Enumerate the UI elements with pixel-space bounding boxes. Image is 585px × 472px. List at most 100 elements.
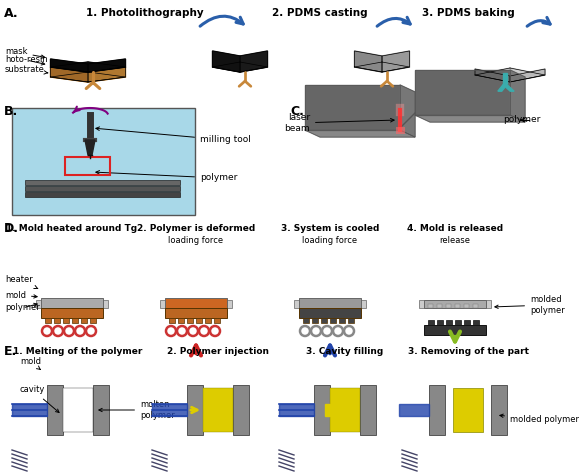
Polygon shape [415,115,525,122]
Bar [419,300,491,308]
Bar [321,318,327,323]
Bar [312,318,318,323]
Bar [491,385,507,435]
Polygon shape [475,69,510,82]
Bar [424,300,486,308]
Text: 2. Polymer is deformed: 2. Polymer is deformed [137,224,255,233]
Polygon shape [475,68,545,82]
Bar [453,388,483,432]
Polygon shape [510,70,525,122]
Bar [424,325,486,335]
Bar [348,318,354,323]
Text: loading force: loading force [302,236,357,245]
Bar [455,320,461,325]
Bar [294,300,366,308]
Bar [314,385,330,435]
Bar [81,318,87,323]
Text: hoto-resin: hoto-resin [5,56,48,65]
Polygon shape [399,404,429,416]
Bar [330,318,336,323]
Text: 3. PDMS baking: 3. PDMS baking [422,8,514,18]
Text: 1. Melting of the polymer: 1. Melting of the polymer [13,347,143,356]
Text: polymer: polymer [5,303,40,312]
Polygon shape [503,73,507,84]
Polygon shape [415,70,510,115]
Polygon shape [355,62,410,72]
Text: 1. Photolithography: 1. Photolithography [86,8,204,18]
Bar [25,186,180,191]
Bar [299,308,361,318]
Bar [72,318,78,323]
Bar [93,385,109,435]
Polygon shape [279,404,314,416]
Polygon shape [382,51,409,72]
Polygon shape [12,404,47,416]
Text: mold: mold [20,357,41,370]
Polygon shape [305,85,400,130]
Polygon shape [88,59,126,72]
Bar [12,108,195,215]
Bar [464,320,470,325]
Bar [54,318,60,323]
Text: A.: A. [4,7,19,20]
Bar [428,320,434,325]
Bar [160,300,232,308]
Text: 3. Cavity filling: 3. Cavity filling [307,347,384,356]
Bar [165,308,227,318]
Bar [233,385,249,435]
Bar [464,304,469,308]
Polygon shape [325,404,330,416]
Bar [165,298,227,308]
Bar [90,318,96,323]
Polygon shape [212,62,267,72]
Text: 1. Mold heated around Tg: 1. Mold heated around Tg [6,224,137,233]
Bar [299,298,361,308]
Text: 4. Mold is released: 4. Mold is released [407,224,503,233]
Text: 2. Polymer injection: 2. Polymer injection [167,347,269,356]
Polygon shape [355,51,382,72]
Text: substrate: substrate [5,66,48,75]
Text: mold: mold [5,290,37,300]
Bar [303,318,309,323]
Bar [437,320,443,325]
Text: 3. System is cooled: 3. System is cooled [281,224,379,233]
Text: molded polymer: molded polymer [500,414,579,424]
Bar [203,388,233,432]
Bar [437,304,442,308]
Bar [446,320,452,325]
Bar [47,385,63,435]
Bar [473,304,478,308]
Polygon shape [400,85,415,137]
Text: 3. Removing of the part: 3. Removing of the part [408,347,528,356]
Bar [455,304,460,308]
Polygon shape [510,69,545,82]
Bar [429,385,445,435]
Polygon shape [498,84,507,91]
Text: loading force: loading force [168,236,223,245]
Text: molded
polymer: molded polymer [495,295,565,315]
Text: laser
beam: laser beam [284,113,394,133]
Bar [428,304,433,308]
Text: cavity: cavity [20,386,59,413]
Polygon shape [88,67,126,82]
Polygon shape [152,404,187,416]
Polygon shape [85,140,95,155]
Bar [65,157,110,175]
Bar [473,320,479,325]
Bar [169,318,175,323]
Bar [63,388,93,432]
Text: D.: D. [4,222,19,235]
Polygon shape [503,84,514,91]
Bar [360,385,376,435]
Polygon shape [503,84,508,86]
Bar [36,300,108,308]
Polygon shape [212,51,240,72]
Polygon shape [50,62,126,72]
Bar [446,304,451,308]
Bar [45,318,51,323]
Text: molten
polymer: molten polymer [99,400,175,420]
Text: mask: mask [5,48,44,59]
Text: B.: B. [4,105,18,118]
Polygon shape [50,67,88,82]
Bar [205,318,211,323]
